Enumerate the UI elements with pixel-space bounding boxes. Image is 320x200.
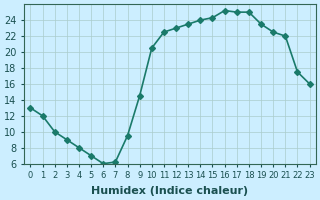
X-axis label: Humidex (Indice chaleur): Humidex (Indice chaleur) <box>92 186 249 196</box>
